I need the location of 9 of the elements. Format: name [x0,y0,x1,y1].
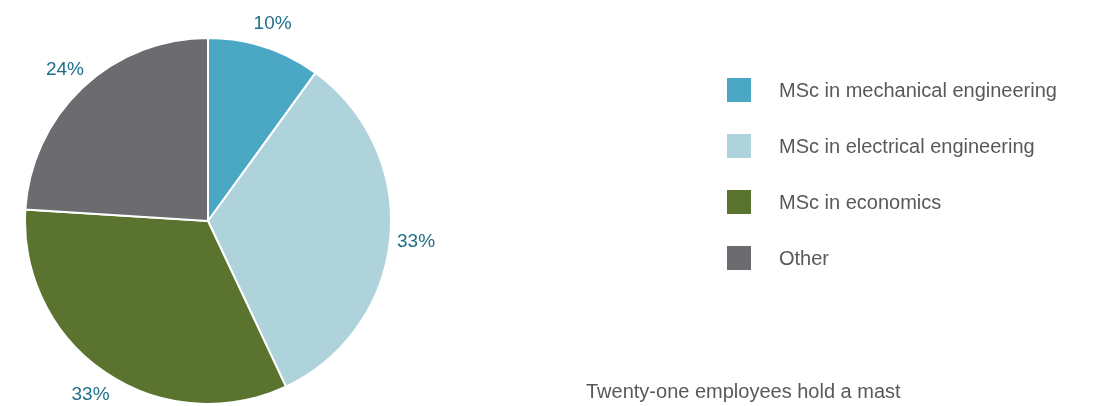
legend-label: MSc in mechanical engineering [779,78,1057,102]
data-label: 10% [253,11,292,33]
legend-label: MSc in electrical engineering [779,134,1035,158]
data-label: 33% [397,230,436,252]
legend-label: MSc in economics [779,190,942,214]
legend-label: Other [779,246,830,270]
data-label: 33% [71,383,110,405]
text: Twenty-one employees hold a mast [586,380,901,403]
data-label: 24% [45,58,85,80]
